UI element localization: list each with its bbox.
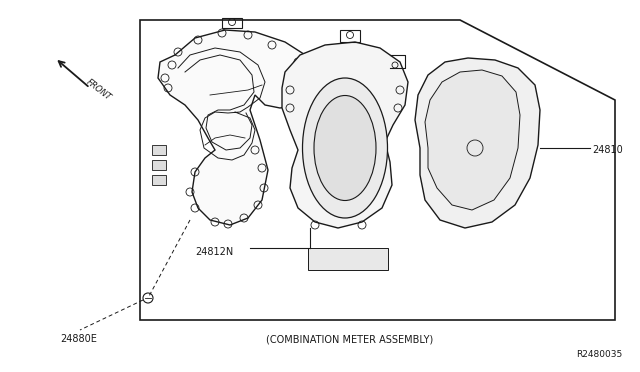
Text: (COMBINATION METER ASSEMBLY): (COMBINATION METER ASSEMBLY)	[266, 334, 434, 344]
Bar	[152, 145, 166, 155]
Polygon shape	[415, 58, 540, 228]
Text: FRONT: FRONT	[85, 77, 113, 102]
Text: 24880E: 24880E	[60, 334, 97, 344]
Bar	[152, 175, 166, 185]
Polygon shape	[425, 70, 520, 210]
Ellipse shape	[303, 78, 387, 218]
Polygon shape	[158, 30, 315, 225]
Text: 24810: 24810	[592, 145, 623, 155]
Text: 24812N: 24812N	[195, 247, 233, 257]
Bar	[152, 160, 166, 170]
Bar	[308, 248, 388, 270]
Polygon shape	[282, 42, 408, 228]
Ellipse shape	[314, 96, 376, 201]
Text: R2480035: R2480035	[576, 350, 622, 359]
